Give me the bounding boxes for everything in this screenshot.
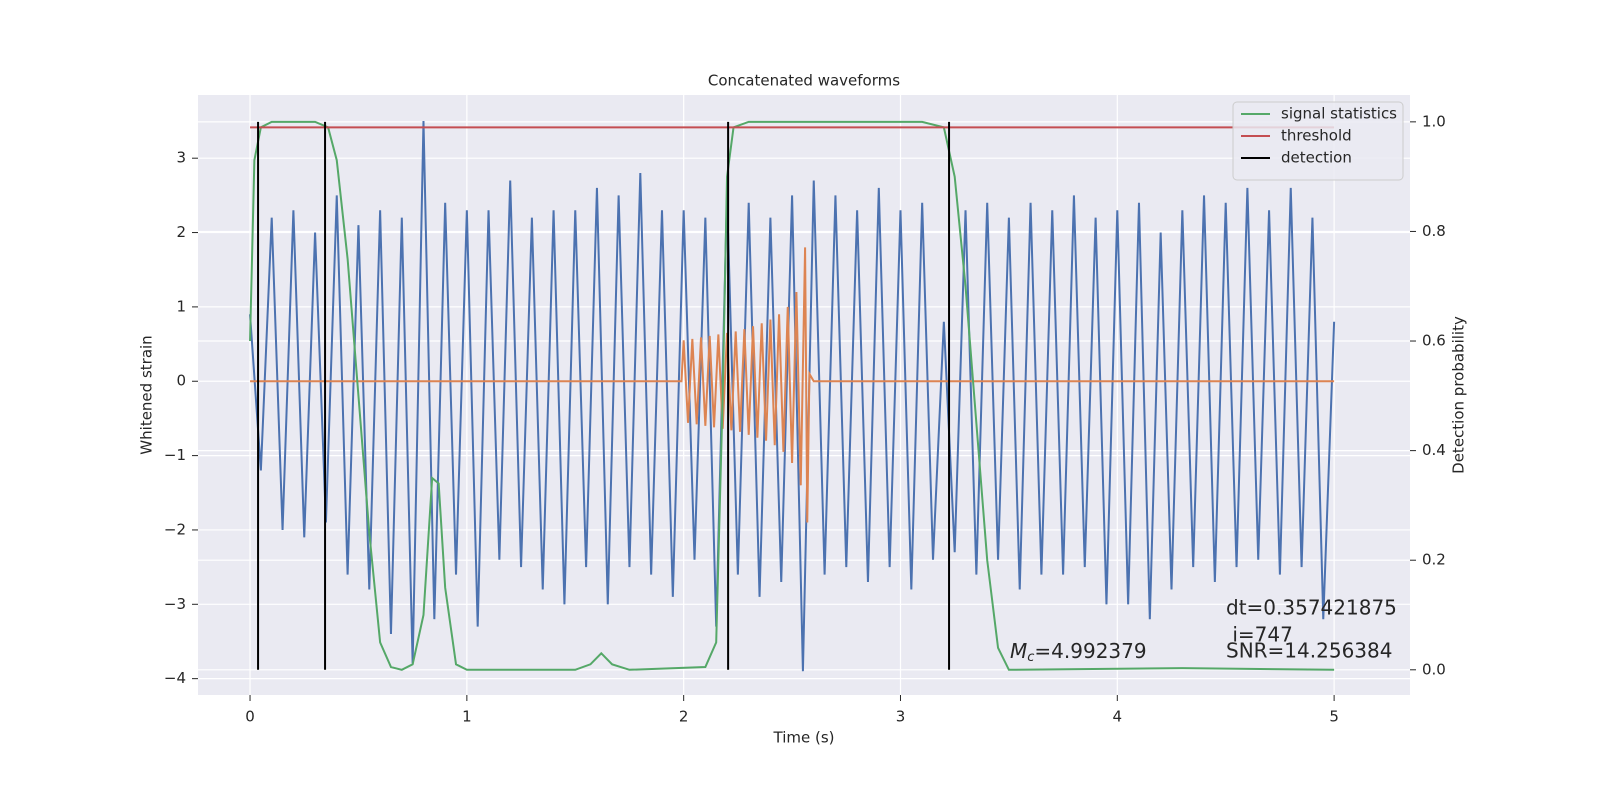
x-tick-label: 5 bbox=[1329, 708, 1339, 726]
series-line bbox=[250, 247, 1335, 523]
y-tick-label: −3 bbox=[164, 595, 186, 613]
y2-tick-label: 1.0 bbox=[1422, 112, 1446, 130]
annotation-subscript: c bbox=[1027, 650, 1034, 665]
legend-label: detection bbox=[1281, 149, 1352, 167]
annotation: dt=0.357421875 bbox=[1226, 596, 1397, 620]
y-tick-label: −1 bbox=[164, 446, 186, 464]
x-tick-label: 2 bbox=[679, 708, 689, 726]
annotation-value: =4.992379 bbox=[1034, 639, 1146, 663]
annotation: i=747 bbox=[1226, 623, 1293, 647]
y2-axis-label: Detection probability bbox=[1450, 316, 1468, 474]
legend-label: signal statistics bbox=[1281, 105, 1397, 123]
y2-tick-label: 0.2 bbox=[1422, 551, 1446, 569]
y2-tick-label: 0.0 bbox=[1422, 660, 1446, 678]
x-tick-label: 1 bbox=[462, 708, 472, 726]
y2-tick-label: 0.8 bbox=[1422, 222, 1446, 240]
chart-title: Concatenated waveforms bbox=[708, 72, 900, 90]
annotation-symbol: M bbox=[1010, 639, 1027, 663]
legend-label: threshold bbox=[1281, 127, 1352, 145]
annotation: Mc=4.992379 bbox=[1010, 639, 1147, 665]
series-line bbox=[249, 120, 1335, 671]
y-tick-label: 1 bbox=[176, 297, 186, 315]
y-tick-label: 2 bbox=[176, 223, 186, 241]
y-axis-label: Whitened strain bbox=[138, 335, 156, 454]
y-tick-label: −2 bbox=[164, 520, 186, 538]
y-tick-label: −4 bbox=[164, 669, 186, 687]
x-tick-label: 0 bbox=[245, 708, 255, 726]
x-axis-label: Time (s) bbox=[773, 729, 835, 747]
y2-tick-label: 0.4 bbox=[1422, 441, 1446, 459]
x-tick-label: 4 bbox=[1113, 708, 1123, 726]
y-tick-label: 3 bbox=[176, 149, 186, 167]
x-tick-label: 3 bbox=[896, 708, 906, 726]
y2-tick-label: 0.6 bbox=[1422, 332, 1446, 350]
annotation: SNR=14.256384 bbox=[1226, 639, 1392, 663]
legend-box bbox=[1232, 101, 1404, 181]
series-line bbox=[249, 121, 1336, 672]
y-tick-label: 0 bbox=[176, 372, 186, 390]
